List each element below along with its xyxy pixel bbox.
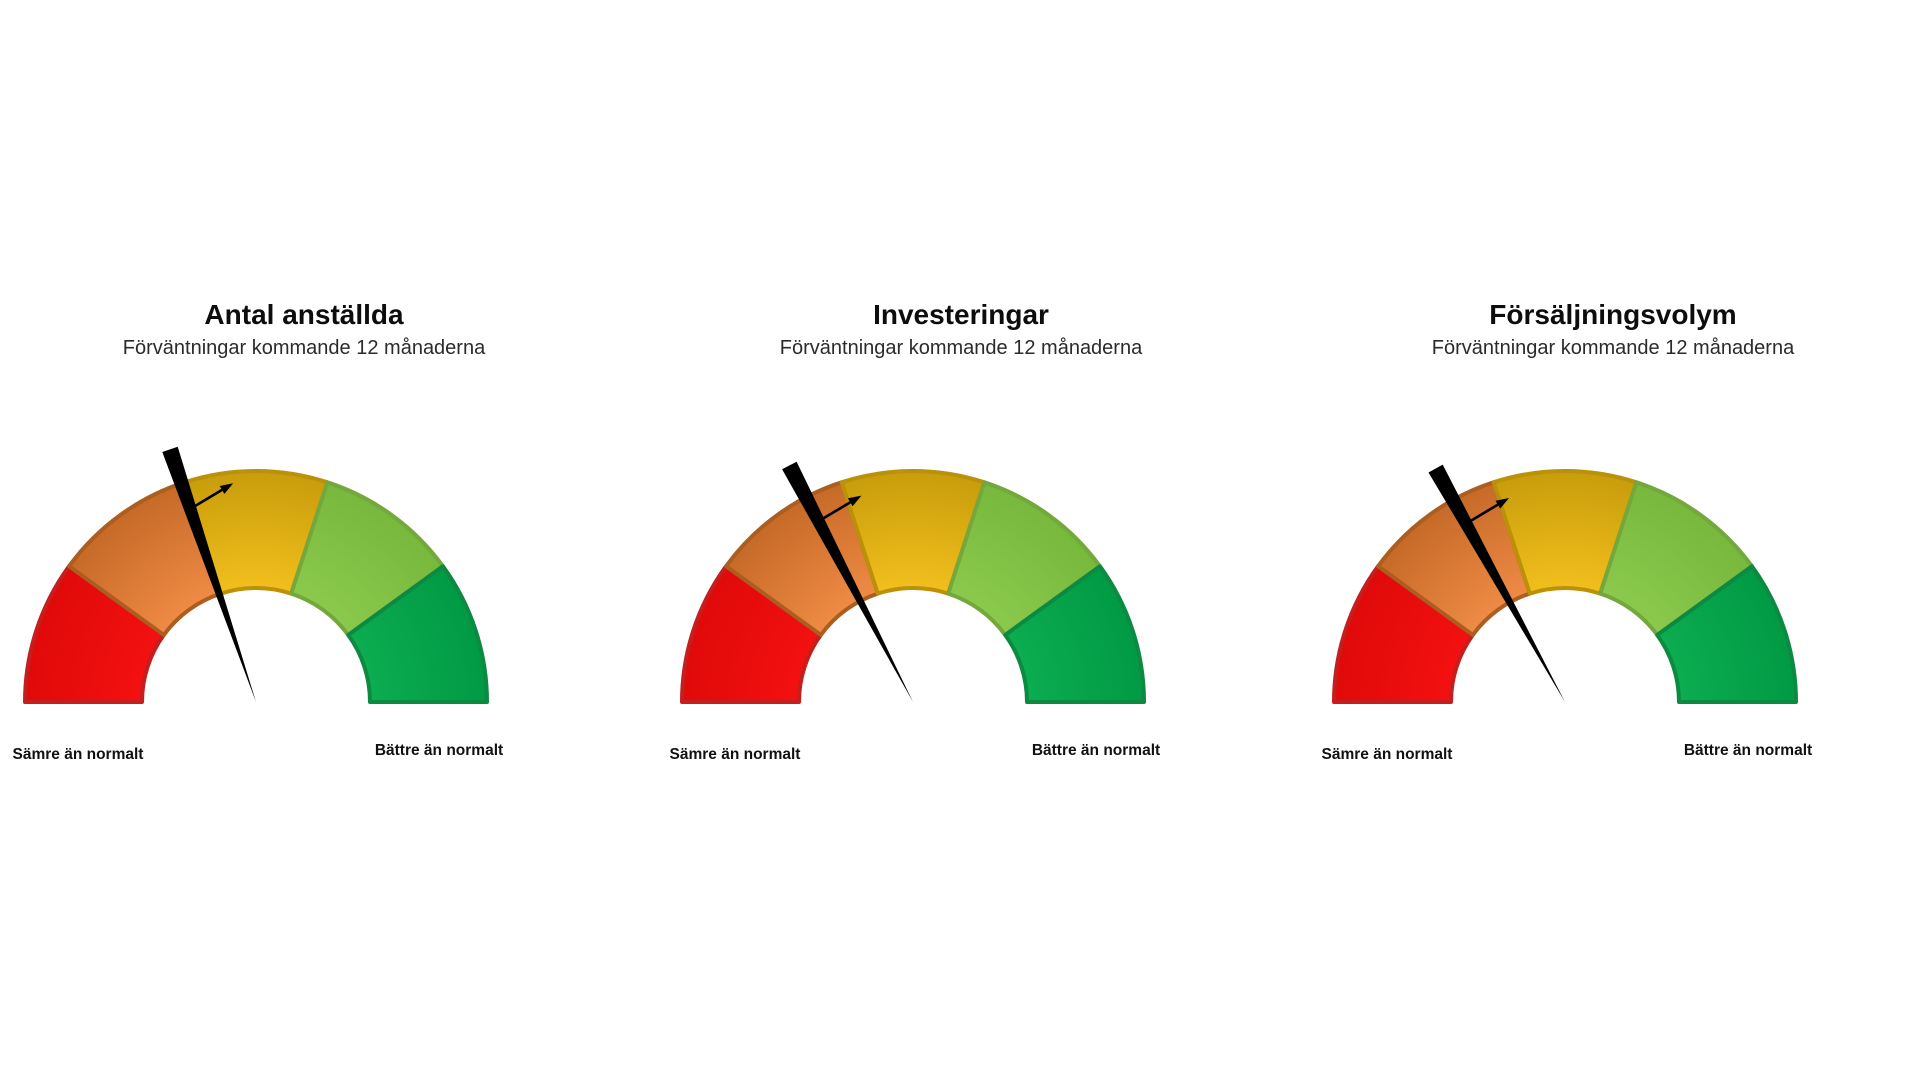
gauge-annotation-arrowhead <box>1495 498 1509 509</box>
gauge-panel-antal-anstallda: Antal anställda Förväntningar kommande 1… <box>0 0 576 1079</box>
gauge-max-label: Bättre än normalt <box>374 742 504 759</box>
gauge-annotation-arrow <box>189 488 223 511</box>
gauge-min-label: Sämre än normalt <box>669 746 801 763</box>
gauge-min-label: Sämre än normalt <box>12 746 144 763</box>
gauge-min-label: Sämre än normalt <box>1321 746 1453 763</box>
gauge-title: Antal anställda <box>204 299 404 330</box>
gauge-title: Investeringar <box>873 299 1049 330</box>
gauge-max-label: Bättre än normalt <box>1683 742 1813 759</box>
gauge-chart <box>1332 464 1798 704</box>
gauge-needle <box>162 446 256 702</box>
gauge-needle <box>1428 464 1565 702</box>
gauge-title: Försäljningsvolym <box>1489 299 1737 330</box>
gauge-subtitle: Förväntningar kommande 12 månaderna <box>122 337 486 359</box>
gauge-annotation-arrow <box>817 501 851 523</box>
gauge-subtitle: Förväntningar kommande 12 månaderna <box>779 337 1143 359</box>
gauge-panel-investeringar: Investeringar Förväntningar kommande 12 … <box>593 0 1233 1079</box>
gauge-annotation-arrowhead <box>847 495 862 507</box>
gauge-panel-forsaljningsvolym: Försäljningsvolym Förväntningar kommande… <box>1245 0 1885 1079</box>
gauge-annotation-arrow <box>1465 503 1499 525</box>
gauge-annotation-arrowhead <box>219 483 234 494</box>
gauge-chart <box>680 461 1146 704</box>
gauge-chart <box>23 446 489 704</box>
gauge-subtitle: Förväntningar kommande 12 månaderna <box>1431 337 1795 359</box>
gauge-needle <box>782 461 913 702</box>
gauge-max-label: Bättre än normalt <box>1031 742 1161 759</box>
